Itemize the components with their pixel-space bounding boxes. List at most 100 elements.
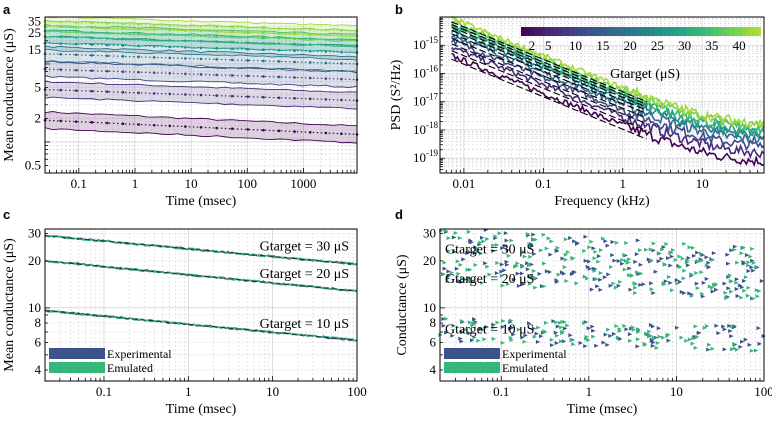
experimental-point	[450, 333, 455, 338]
emulated-point	[695, 259, 701, 264]
experimental-point	[612, 258, 617, 263]
x-tick-label: 0.1	[96, 384, 112, 399]
emulated-point	[598, 248, 604, 253]
panel-label-c: c	[3, 207, 10, 222]
experimental-point	[591, 328, 596, 333]
mean-point	[59, 53, 62, 56]
experimental-point	[611, 331, 617, 336]
colorbar-label: Gtarget (μS)	[610, 67, 680, 82]
emulated-point	[546, 236, 551, 241]
y-tick-label: 10	[413, 122, 426, 137]
band-lower-edge	[44, 75, 358, 89]
experimental-point	[562, 326, 568, 331]
mean-point	[308, 130, 312, 134]
experimental-point	[594, 343, 599, 348]
emulated-point	[522, 339, 527, 344]
experimental-point	[734, 287, 740, 292]
mean-point	[121, 70, 125, 74]
emulated-point	[687, 245, 692, 250]
experimental-point	[700, 294, 706, 299]
experimental-point	[739, 285, 745, 290]
mean-point	[59, 20, 62, 24]
y-tick-label: 25	[28, 25, 41, 40]
experimental-point	[635, 238, 641, 243]
emulated-point	[554, 320, 559, 325]
emulated-point	[480, 280, 485, 285]
emulated-point	[635, 337, 641, 342]
experimental-point	[473, 245, 478, 250]
trend-line	[44, 235, 358, 265]
band-upper-edge	[44, 16, 358, 26]
emulated-point	[473, 262, 478, 267]
band-lower-edge	[44, 96, 358, 110]
x-tick-label: 10	[670, 384, 683, 399]
mean-point	[246, 59, 250, 62]
emulated-point	[626, 260, 631, 265]
experimental-point	[571, 270, 576, 275]
experimental-point	[610, 240, 615, 245]
y-tick-label: 30	[423, 225, 436, 240]
emulated-point	[690, 341, 695, 346]
x-axis-label: Time (msec)	[567, 402, 638, 417]
emulated-point	[459, 319, 465, 324]
emulated-point	[509, 238, 514, 243]
experimental-point	[467, 250, 473, 255]
emulated-point	[596, 259, 601, 264]
emulated-point	[660, 247, 665, 252]
experimental-point	[628, 287, 633, 292]
emulated-point	[678, 265, 683, 270]
experimental-point	[472, 251, 478, 256]
emulated-point	[633, 290, 638, 295]
emulated-point	[446, 236, 451, 241]
mean-point	[246, 74, 250, 78]
mean-point	[74, 21, 78, 24]
emulated-point	[463, 327, 468, 332]
y-tick-label: 35	[28, 14, 41, 29]
emulated-point	[472, 335, 477, 340]
mean-point	[59, 68, 62, 71]
x-tick-label: 10	[185, 176, 198, 191]
mean-point	[215, 58, 218, 61]
emulated-point	[474, 247, 480, 252]
emulated-point	[558, 339, 564, 344]
emulated-point	[478, 240, 483, 245]
emulated-point	[471, 321, 476, 326]
emulated-point	[754, 348, 759, 353]
experimental-point	[549, 343, 555, 348]
emulated-point	[533, 237, 538, 242]
experimental-point	[507, 326, 513, 331]
y-tick-exponent: -18	[426, 120, 438, 130]
experimental-point	[548, 252, 553, 257]
emulated-point	[633, 282, 638, 287]
emulated-point	[699, 270, 704, 275]
mean-point	[199, 126, 203, 129]
experimental-point	[583, 258, 589, 263]
mean-point	[152, 123, 156, 127]
emulated-point	[541, 261, 547, 266]
experimental-point	[727, 323, 732, 328]
experimental-point	[668, 280, 673, 285]
emulated-point	[669, 250, 674, 255]
experimental-point	[502, 268, 507, 273]
x-tick-label: 100	[238, 176, 258, 191]
emulated-point	[467, 320, 473, 325]
gtarget-annotation: Gtarget = 30 μS	[260, 240, 349, 255]
emulated-point	[743, 275, 749, 280]
emulated-point	[542, 284, 547, 289]
emulated-point	[710, 285, 715, 290]
y-axis-label: Mean conductance (μS)	[2, 28, 17, 162]
emulated-point	[508, 335, 514, 340]
experimental-point	[523, 333, 528, 338]
band-lower-edge	[44, 41, 358, 53]
experimental-point	[714, 323, 719, 328]
emulated-point	[724, 295, 729, 300]
experimental-point	[472, 317, 477, 322]
experimental-point	[537, 271, 542, 276]
mean-point	[277, 60, 281, 63]
emulated-point	[727, 273, 733, 278]
emulated-point	[742, 288, 747, 293]
experimental-point	[661, 245, 666, 250]
psd-fit-line	[451, 23, 647, 105]
experimental-point	[635, 344, 640, 349]
emulated-point	[582, 249, 587, 254]
